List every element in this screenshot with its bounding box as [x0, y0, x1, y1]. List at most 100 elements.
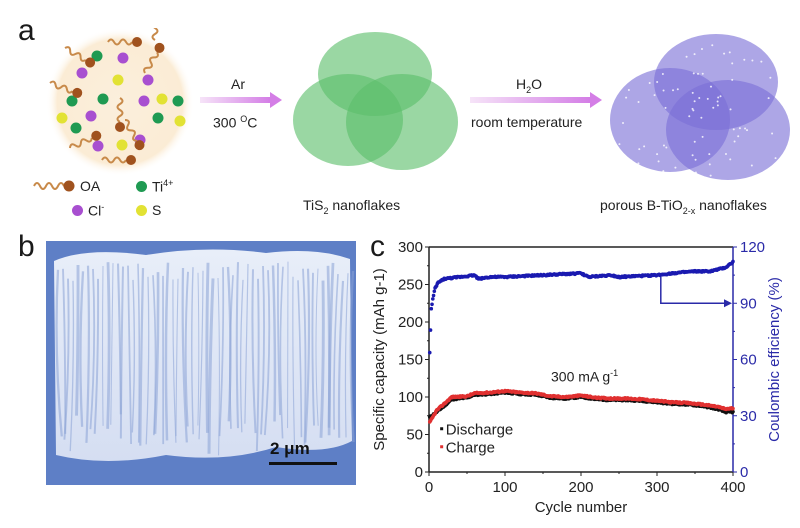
flake-streak: [302, 268, 307, 445]
data-point: [431, 297, 435, 301]
flake-streak: [79, 271, 85, 427]
y-tick-label: 250: [398, 277, 423, 294]
y-tick-label: 150: [398, 352, 423, 369]
pore: [723, 52, 726, 55]
pore: [700, 116, 703, 119]
ion-dot: [92, 140, 104, 152]
pore: [631, 50, 634, 53]
legend-oa: OA: [33, 178, 100, 194]
pore: [746, 129, 749, 132]
flake-streak: [263, 270, 271, 436]
flake-streak: [191, 267, 194, 435]
pore: [685, 55, 688, 58]
flake-streak: [153, 272, 160, 434]
pore: [716, 104, 719, 107]
flake-streak: [292, 276, 296, 450]
pore: [716, 100, 719, 103]
flake-streak: [333, 274, 339, 430]
molecule-particles: [49, 28, 186, 165]
pore: [769, 76, 772, 79]
ion-dot: [142, 74, 154, 86]
flake-streak: [172, 279, 177, 443]
flake-streak: [110, 263, 114, 425]
pore: [662, 170, 665, 173]
ion-dot: [138, 95, 150, 107]
flake: [346, 74, 458, 170]
pore: [729, 108, 732, 111]
legend-marker: [440, 445, 444, 449]
flake-streak: [197, 272, 200, 426]
ion-dot: [152, 112, 164, 124]
pore: [676, 88, 679, 91]
flake-streak: [207, 278, 215, 454]
pore: [627, 89, 630, 92]
flake-streak: [85, 265, 91, 443]
sem-texture: [54, 249, 355, 461]
oa-chain: [143, 42, 165, 74]
pore: [632, 174, 635, 177]
step2-arrow-icon: [470, 92, 602, 108]
pore: [636, 73, 639, 76]
pore: [672, 89, 675, 92]
pore: [751, 59, 754, 62]
ion-dot: [156, 93, 168, 105]
y2-axis-label: Coulombic efficiency (%): [766, 277, 783, 442]
ion-dot: [117, 52, 129, 64]
scale-bar-label: 2 μm: [270, 439, 310, 458]
flake: [666, 80, 790, 180]
oa-chain: [49, 80, 83, 98]
legend-ti-label: Ti4+: [152, 178, 174, 195]
pore: [691, 154, 694, 157]
legend-s-label: S: [152, 202, 162, 218]
data-point: [428, 328, 433, 332]
pore: [711, 44, 714, 47]
pore: [662, 89, 665, 92]
pore: [645, 174, 648, 177]
pore: [661, 72, 664, 75]
pore: [760, 60, 763, 63]
y2-tick-label: 0: [740, 464, 748, 481]
legend-oa-label: OA: [80, 178, 101, 194]
ion-dot: [76, 67, 88, 79]
pore: [630, 43, 633, 46]
oa-chain: [151, 28, 159, 41]
pore: [774, 157, 777, 160]
pore: [779, 84, 782, 87]
ion-dot: [70, 122, 82, 134]
flake-streak: [319, 280, 325, 438]
pore: [622, 122, 625, 125]
pore: [662, 144, 665, 147]
oa-chain: [107, 37, 142, 47]
pore: [719, 95, 722, 98]
panel-a-label: a: [18, 14, 35, 47]
flake-streak: [260, 265, 265, 435]
pore: [771, 132, 774, 135]
oa-chain: [101, 155, 136, 165]
oa-chain: [124, 119, 145, 151]
pore: [697, 72, 700, 75]
flake-streak: [145, 276, 150, 445]
legend-s: S: [136, 202, 161, 218]
data-point: [731, 259, 735, 264]
pore: [643, 145, 646, 148]
flake-streak: [311, 272, 315, 426]
btio2-label: porous B-TiO2-x nanoflakes: [600, 197, 767, 216]
pore: [706, 97, 709, 100]
flake-streak: [131, 279, 136, 433]
pore: [700, 48, 703, 51]
pore: [621, 61, 624, 64]
pore: [737, 135, 740, 138]
cl-ion-icon: [72, 204, 83, 216]
pore: [664, 106, 667, 109]
flake-streak: [235, 262, 240, 429]
legend-label: Charge: [446, 439, 495, 456]
precursor-mixture-diagram: [46, 28, 194, 176]
panel-c-label: c: [370, 230, 385, 263]
pore: [731, 62, 734, 65]
pore: [656, 153, 659, 156]
ce-axis-arrowhead: [724, 299, 732, 308]
flake-streak: [337, 280, 345, 438]
flake-streak: [102, 266, 104, 426]
y2-tick-label: 90: [740, 295, 757, 312]
pore: [637, 100, 640, 103]
